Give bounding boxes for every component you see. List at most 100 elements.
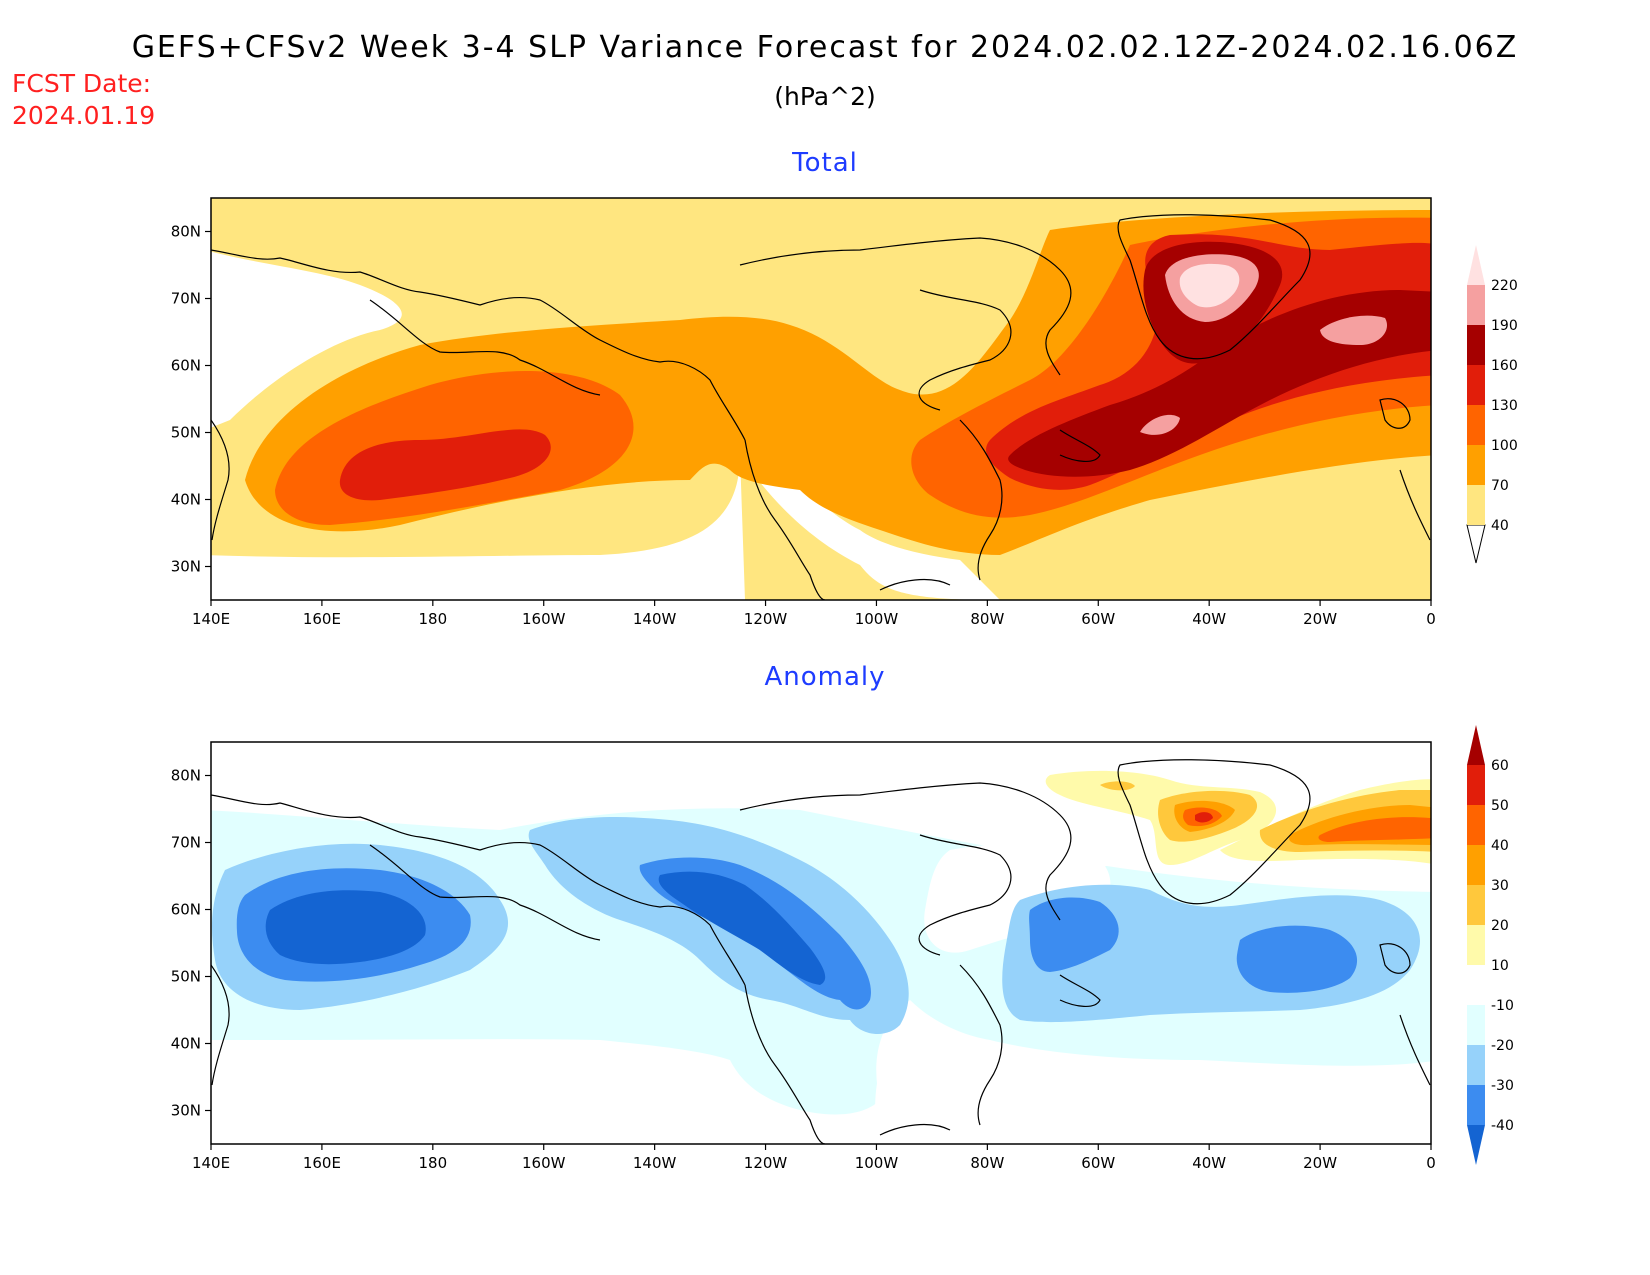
total-below-40-arctic [211, 251, 402, 428]
anomaly-colorbar-swatch [1467, 1045, 1485, 1085]
total-x-tick-label: 120W [744, 610, 788, 628]
total-x-tick-label: 140W [633, 610, 677, 628]
total-x-tick-label: 80W [970, 610, 1004, 628]
anomaly-coastlines [211, 759, 1431, 1144]
anomaly-colorbar-swatch [1467, 1005, 1485, 1045]
total-x-tick-label: 20W [1303, 610, 1337, 628]
anomaly-colorbar-swatch [1467, 925, 1485, 965]
anomaly-x-tick-label: 60W [1081, 1154, 1115, 1172]
total-contour-220 [1179, 263, 1240, 308]
anomaly-colorbar-label: -20 [1491, 1038, 1514, 1054]
forecast-date-value: 2024.01.19 [12, 101, 156, 130]
anomaly-y-tick-label: 80N [171, 767, 201, 785]
anomaly-colorbar-label: 60 [1491, 758, 1509, 774]
forecast-date: FCST Date: 2024.01.19 [12, 68, 155, 132]
total-colorbar-swatch [1467, 365, 1485, 405]
anomaly-y-tick-label: 60N [171, 901, 201, 919]
anomaly-colorbar-high-end [1467, 725, 1485, 765]
anomaly-x-tick-label: 100W [855, 1154, 899, 1172]
anomaly-x-tick-label: 160E [303, 1154, 341, 1172]
total-x-tick-label: 60W [1081, 610, 1115, 628]
anomaly-contour-minus30-labrador [1029, 897, 1119, 972]
total-colorbar-label: 190 [1491, 318, 1518, 334]
total-below-40-pacific [211, 455, 745, 600]
anomaly-colorbar-swatch [1467, 885, 1485, 925]
anomaly-colorbar-label: 20 [1491, 918, 1509, 934]
total-colorbar-label: 160 [1491, 358, 1518, 374]
anomaly-colorbar-label: -30 [1491, 1078, 1514, 1094]
total-colorbar-swatch [1467, 445, 1485, 485]
anomaly-colorbar-swatch [1467, 1085, 1485, 1125]
anomaly-neutral-south [875, 1020, 1431, 1144]
anomaly-contour-minus40 [265, 890, 426, 965]
total-colorbar-low-end [1466, 524, 1486, 564]
total-x-tick-label: 140E [192, 610, 230, 628]
anomaly-contour-minus30-central [1236, 925, 1358, 993]
total-x-tick-label: 40W [1192, 610, 1226, 628]
total-y-tick-label: 30N [171, 558, 201, 576]
forecast-date-label: FCST Date: [12, 69, 152, 98]
anomaly-y-tick-label: 30N [171, 1102, 201, 1120]
total-contour-190-newfoundland [1140, 414, 1180, 435]
anomaly-y-tick-label: 70N [171, 834, 201, 852]
anomaly-x-tick-label: 160W [522, 1154, 566, 1172]
anomaly-frame [210, 741, 1432, 1145]
anomaly-contour-40-norway [1318, 817, 1431, 842]
anomaly-colorbar-label: 50 [1491, 798, 1509, 814]
total-x-tick-label: 160W [522, 610, 566, 628]
anomaly-y-tick-label: 40N [171, 1035, 201, 1053]
anomaly-x-tick-label: 120W [744, 1154, 788, 1172]
total-x-tick-label: 180 [418, 610, 447, 628]
anomaly-x-tick-label: 0 [1426, 1154, 1436, 1172]
anomaly-x-tick-label: 140E [192, 1154, 230, 1172]
total-y-tick-label: 40N [171, 491, 201, 509]
total-y-tick-label: 60N [171, 357, 201, 375]
anomaly-neutral-canada [924, 844, 1111, 953]
anomaly-colorbar: -40 -30 -20 -10 10 20 30 40 50 60 [1467, 725, 1514, 1165]
total-x-tick-label: 160E [303, 610, 341, 628]
anomaly-x-tick-label: 180 [418, 1154, 447, 1172]
total-field [211, 198, 1431, 600]
total-colorbar-label: 130 [1491, 398, 1518, 414]
anomaly-colorbar-label: 30 [1491, 878, 1509, 894]
total-colorbar: 40 70 100 130 160 190 220 [1466, 245, 1518, 564]
anomaly-colorbar-swatch [1467, 965, 1485, 1005]
total-coastlines [211, 214, 1431, 600]
total-y-axis: 30N 40N 50N 60N 70N 80N [171, 223, 211, 576]
total-colorbar-label: 100 [1491, 438, 1518, 454]
total-colorbar-label: 220 [1491, 278, 1518, 294]
anomaly-y-tick-label: 50N [171, 968, 201, 986]
panel-title-anomaly: Anomaly [764, 662, 886, 692]
anomaly-map: 140E 160E 180 160W 140W 120W 100W 80W 60W 40W 20W 0… [171, 725, 1514, 1172]
anomaly-x-tick-label: 20W [1303, 1154, 1337, 1172]
anomaly-y-axis: 30N 40N 50N 60N 70N 80N [171, 767, 211, 1120]
anomaly-contour-20-small [1100, 781, 1135, 791]
anomaly-x-tick-label: 140W [633, 1154, 677, 1172]
total-x-tick-label: 100W [855, 610, 899, 628]
anomaly-colorbar-swatch [1467, 805, 1485, 845]
total-colorbar-swatch [1467, 405, 1485, 445]
anomaly-colorbar-label: -40 [1491, 1118, 1514, 1134]
anomaly-colorbar-label: -10 [1491, 998, 1514, 1014]
anomaly-colorbar-label: 10 [1491, 958, 1509, 974]
total-frame [210, 197, 1432, 601]
total-contour-130 [339, 429, 551, 501]
anomaly-x-tick-label: 40W [1192, 1154, 1226, 1172]
total-colorbar-swatch [1467, 325, 1485, 365]
anomaly-colorbar-label: 40 [1491, 838, 1509, 854]
total-x-tick-label: 0 [1426, 610, 1436, 628]
panel-title-total: Total [792, 148, 858, 178]
anomaly-contour-minus40-rockies [658, 871, 826, 985]
total-contour-190-norway [1320, 315, 1388, 345]
total-colorbar-label: 70 [1491, 478, 1509, 494]
anomaly-colorbar-low-end [1467, 1125, 1485, 1165]
anomaly-colorbar-swatch [1467, 845, 1485, 885]
total-colorbar-swatch [1467, 485, 1485, 525]
chart-title: GEFS+CFSv2 Week 3-4 SLP Variance Forecas… [131, 30, 1519, 65]
total-x-axis: 140E 160E 180 160W 140W 120W 100W 80W 60W 40W 20W 0 [192, 600, 1436, 628]
anomaly-field [211, 742, 1431, 1144]
total-colorbar-swatch [1467, 285, 1485, 325]
total-colorbar-high-end [1467, 245, 1485, 285]
anomaly-colorbar-swatch [1467, 765, 1485, 805]
anomaly-x-tick-label: 80W [970, 1154, 1004, 1172]
